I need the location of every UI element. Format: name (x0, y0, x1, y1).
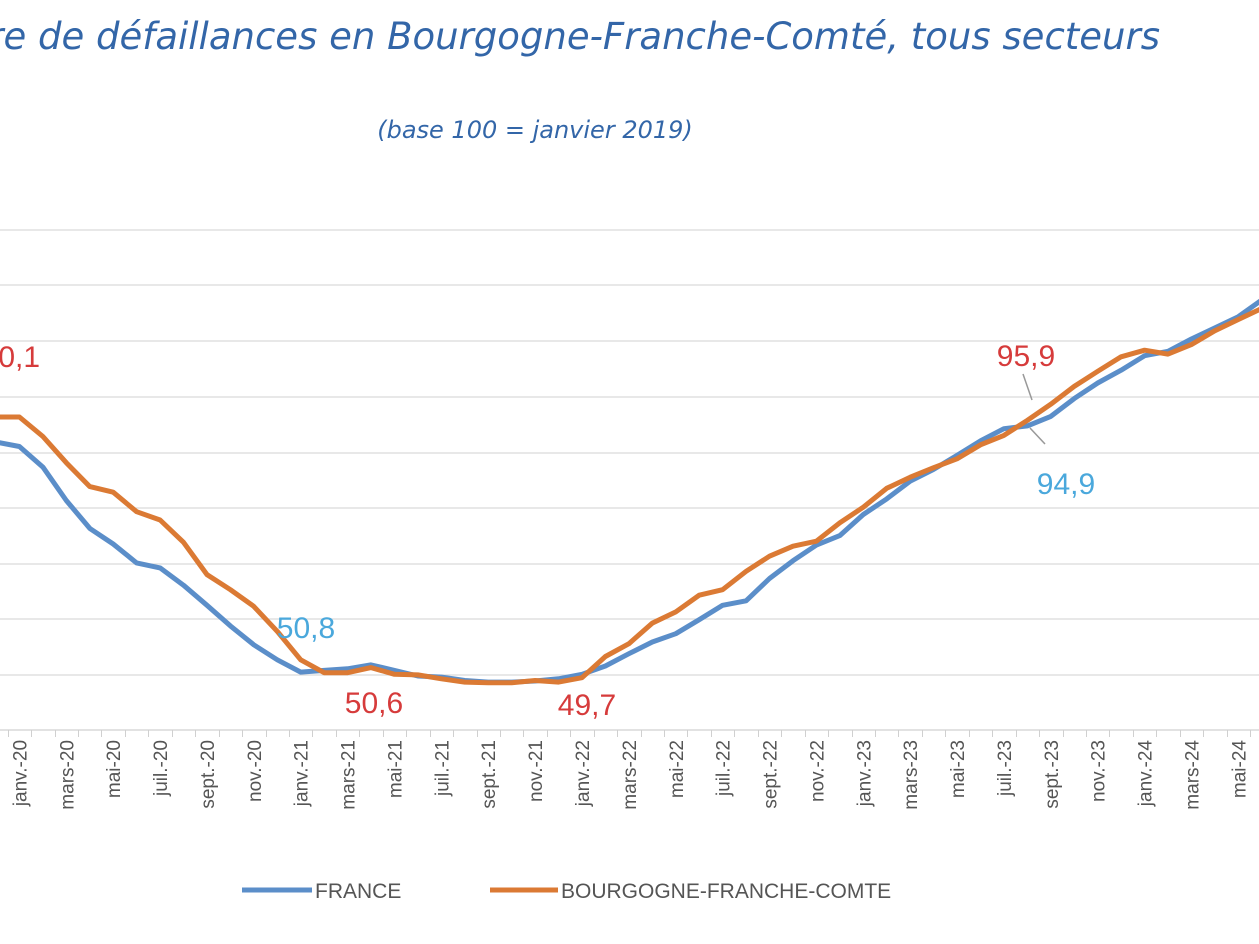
data-label: 50,6 (345, 687, 403, 720)
x-tick-label: mars-24 (1182, 740, 1203, 810)
chart-title: Nombre de défaillances en Bourgogne-Fran… (0, 15, 1160, 58)
x-tick-label: juil.-21 (432, 740, 453, 797)
x-tick-label: mai-22 (667, 740, 688, 798)
x-tick-label: janv.-20 (10, 740, 31, 807)
data-label: 95,9 (997, 340, 1055, 373)
x-tick-label: janv.-21 (292, 740, 313, 807)
x-tick-label: mai-20 (104, 740, 125, 798)
x-tick-label: nov.-23 (1089, 740, 1110, 802)
data-label: 100,1 (0, 341, 40, 374)
series-line-bfc (0, 306, 1259, 686)
x-tick-label: mars-20 (57, 740, 78, 810)
x-tick-label: sept.-21 (479, 740, 500, 809)
x-tick-label: mars-21 (339, 740, 360, 810)
x-tick-label: sept.-20 (198, 740, 219, 809)
x-tick-label: janv.-23 (854, 740, 875, 807)
series-lines (0, 298, 1259, 686)
x-axis: janv.-20 mars-20 mai-20 juil.-20 sept.-20 nov… (8, 730, 1251, 810)
x-tick-label: mai-24 (1229, 740, 1250, 799)
x-tick-label: mai-23 (948, 740, 969, 798)
chart-subtitle: (base 100 = janvier 2019) (377, 116, 693, 144)
leader-line (1029, 427, 1046, 445)
series-line-france (0, 298, 1259, 685)
x-tick-label: janv.-24 (1136, 740, 1157, 808)
data-label: 94,9 (1037, 468, 1095, 501)
legend-label-bfc: BOURGOGNE-FRANCHE-COMTE (561, 880, 891, 903)
x-tick-label: mai-21 (385, 740, 406, 798)
x-tick-label: juil.-20 (151, 740, 172, 797)
x-tick-label: juil.-22 (714, 740, 735, 797)
x-tick-label: mars-23 (901, 740, 922, 810)
x-tick-label: juil.-23 (995, 740, 1016, 797)
x-tick-label: mars-22 (620, 740, 641, 810)
x-tick-label: sept.-23 (1042, 740, 1063, 809)
data-label: 49,7 (558, 689, 616, 722)
x-tick-label: nov.-22 (807, 740, 828, 802)
data-annotations: 100,1 50,8 50,6 49,7 95,9 94,9 (0, 340, 1095, 722)
legend-label-france: FRANCE (315, 880, 401, 903)
x-tick-label: sept.-22 (761, 740, 782, 809)
x-tick-label: janv.-22 (573, 740, 594, 807)
x-tick-label: nov.-20 (245, 740, 266, 802)
x-tick-label: nov.-21 (526, 740, 547, 802)
gridlines (0, 229, 1259, 731)
legend: FRANCE BOURGOGNE-FRANCHE-COMTE (242, 880, 891, 903)
leader-line (1022, 373, 1033, 401)
data-label: 50,8 (277, 612, 335, 645)
